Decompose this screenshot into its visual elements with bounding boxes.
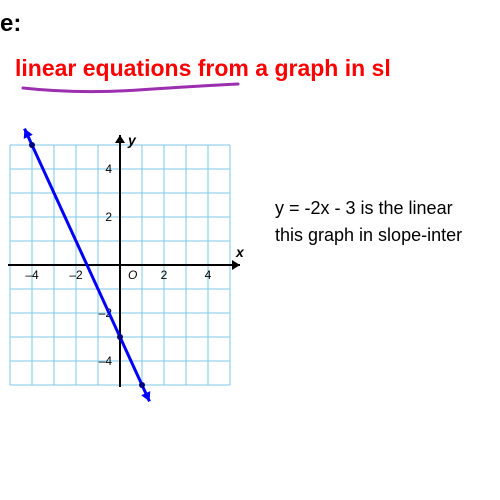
body-line-2: this graph in slope-inter bbox=[275, 222, 462, 249]
page-title: linear equations from a graph in sl bbox=[15, 55, 391, 82]
header-fragment: e: bbox=[0, 10, 21, 38]
equation-text: y = -2x - 3 is the linear this graph in … bbox=[275, 195, 462, 249]
svg-text:O: O bbox=[128, 268, 137, 282]
title-underline bbox=[18, 80, 248, 100]
body-line-1: y = -2x - 3 is the linear bbox=[275, 195, 462, 222]
svg-text:–2: –2 bbox=[69, 268, 83, 282]
svg-text:2: 2 bbox=[161, 268, 168, 282]
svg-text:–4: –4 bbox=[25, 268, 39, 282]
svg-text:x: x bbox=[235, 244, 245, 260]
coordinate-graph: –4–224–4–224xyO bbox=[0, 115, 250, 405]
svg-text:4: 4 bbox=[205, 268, 212, 282]
svg-text:y: y bbox=[127, 132, 137, 148]
svg-text:4: 4 bbox=[105, 162, 112, 176]
svg-text:2: 2 bbox=[105, 210, 112, 224]
svg-text:–4: –4 bbox=[99, 354, 113, 368]
